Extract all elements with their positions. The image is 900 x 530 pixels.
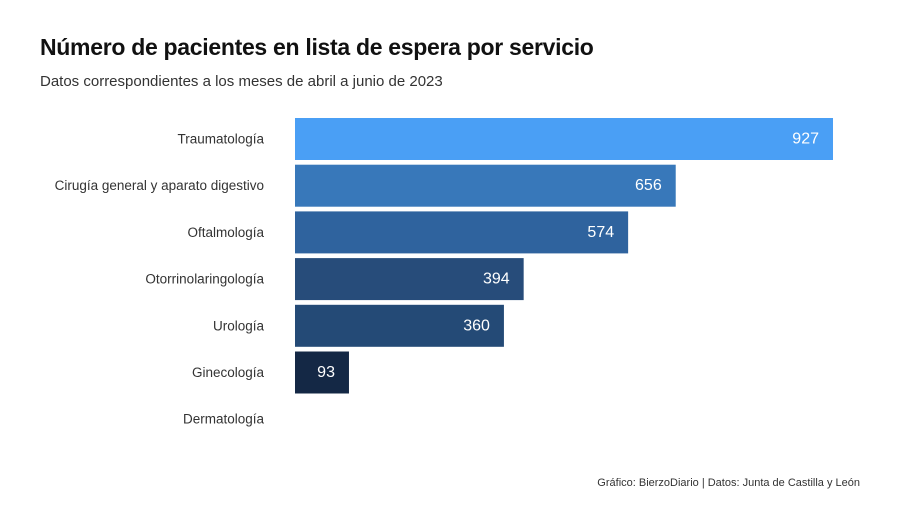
category-label: Otorrinolaringología	[145, 272, 264, 287]
value-label: 574	[587, 224, 614, 241]
bar	[295, 258, 524, 301]
bar	[295, 304, 504, 347]
value-label: 656	[635, 177, 662, 194]
value-label: 93	[317, 364, 335, 381]
bar	[295, 118, 833, 160]
category-label: Cirugía general y aparato digestivo	[55, 178, 264, 193]
value-label: 360	[463, 317, 490, 334]
category-label: Oftalmología	[187, 225, 264, 240]
category-label: Urología	[213, 318, 265, 333]
source-credit: Gráfico: BierzoDiario | Datos: Junta de …	[597, 477, 860, 489]
bar	[295, 211, 629, 254]
value-label: 927	[792, 131, 819, 148]
chart-title: Número de pacientes en lista de espera p…	[40, 34, 594, 60]
chart-subtitle: Datos correspondientes a los meses de ab…	[40, 73, 443, 90]
category-label: Traumatología	[177, 132, 264, 147]
category-label: Ginecología	[192, 365, 265, 380]
bar	[295, 164, 676, 207]
category-label: Dermatología	[183, 412, 265, 427]
value-label: 394	[483, 271, 510, 288]
bar	[295, 351, 349, 394]
